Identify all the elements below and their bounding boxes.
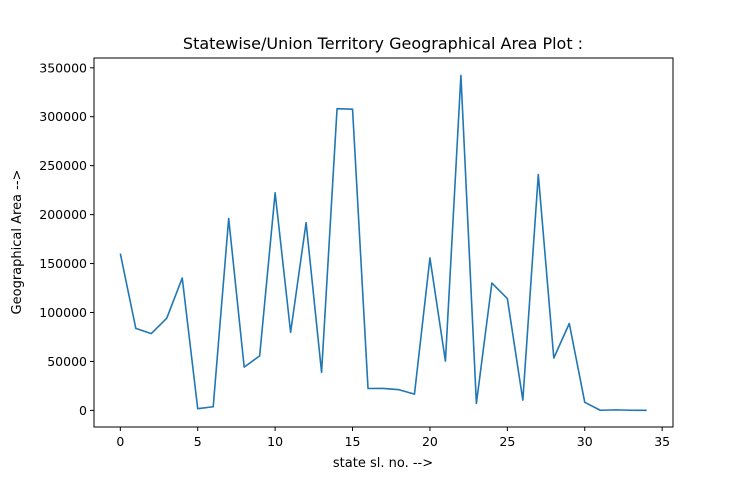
plot-area bbox=[93, 57, 674, 428]
y-tick-label-100000: 100000 bbox=[39, 305, 87, 320]
y-tick-label-300000: 300000 bbox=[39, 109, 87, 124]
x-tick-label-5: 5 bbox=[194, 434, 202, 449]
series-line bbox=[119, 74, 647, 412]
y-axis: 0 50000 100000 150000 200000 250000 300000 3500… bbox=[39, 60, 94, 418]
y-tick-label-250000: 250000 bbox=[39, 158, 87, 173]
y-tick-label-50000: 50000 bbox=[47, 354, 87, 369]
x-tick-label-0: 0 bbox=[116, 434, 124, 449]
plot-frame bbox=[93, 57, 674, 428]
x-tick-label-30: 30 bbox=[577, 434, 593, 449]
x-tick-label-25: 25 bbox=[499, 434, 515, 449]
y-axis-label: Geographical Area --> bbox=[10, 170, 25, 315]
x-tick-label-35: 35 bbox=[654, 434, 670, 449]
x-tick-label-15: 15 bbox=[345, 434, 361, 449]
x-tick-label-10: 10 bbox=[267, 434, 283, 449]
chart-title: Statewise/Union Territory Geographical A… bbox=[183, 34, 583, 53]
y-tick-label-200000: 200000 bbox=[39, 207, 87, 222]
x-axis-label: state sl. no. --> bbox=[333, 456, 433, 471]
x-axis: 0 5 10 15 20 25 30 35 bbox=[116, 427, 670, 449]
y-tick-label-150000: 150000 bbox=[39, 256, 87, 271]
y-tick-label-0: 0 bbox=[79, 403, 87, 418]
x-tick-label-20: 20 bbox=[422, 434, 438, 449]
y-tick-label-350000: 350000 bbox=[39, 60, 87, 75]
